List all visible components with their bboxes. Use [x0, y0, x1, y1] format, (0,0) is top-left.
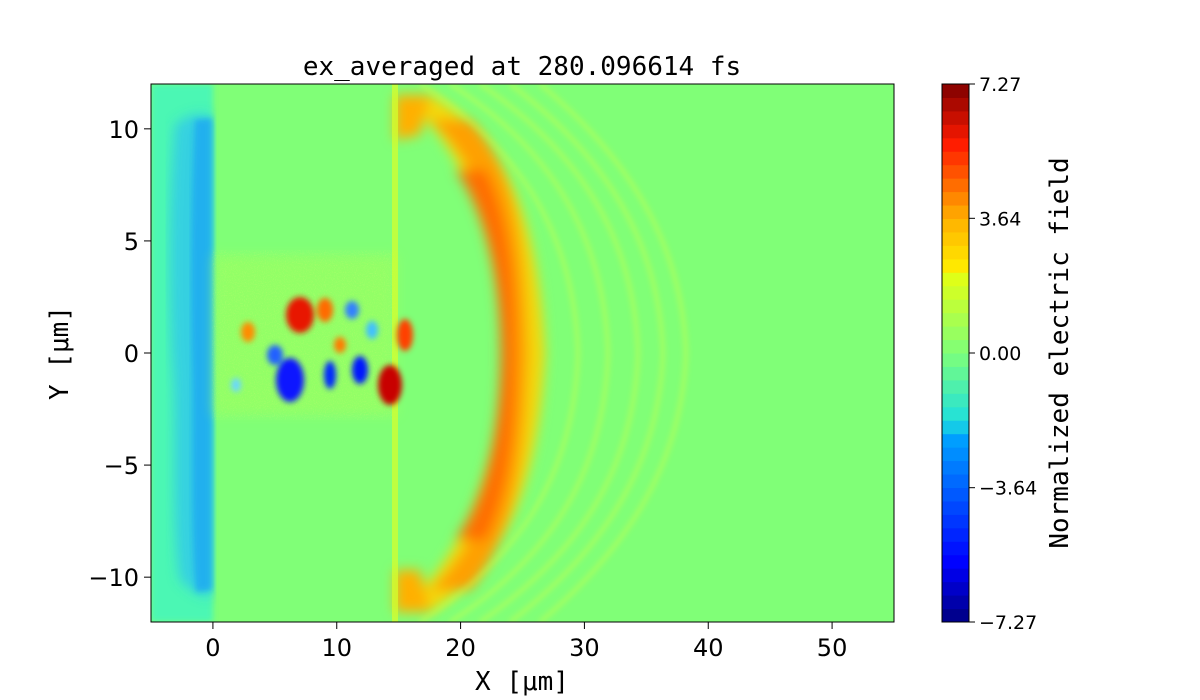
colorbar-step	[942, 272, 969, 287]
colorbar-step	[942, 433, 969, 448]
colorbar-step	[942, 84, 969, 98]
y-tick-label: −10	[88, 564, 139, 592]
colorbar-step	[942, 218, 969, 233]
colorbar-step	[942, 487, 969, 502]
colorbar-step	[942, 393, 969, 408]
colorbar-label: Normalized electric field	[1045, 157, 1075, 548]
colorbar-tick-label: 0.00	[979, 343, 1021, 365]
x-tick-label: 30	[569, 634, 600, 662]
colorbar-tick-label: −3.64	[979, 478, 1037, 500]
plot-area	[151, 84, 894, 622]
colorbar: 7.27 3.64 0.00 −3.64 −7.27 Normalized electr…	[941, 74, 1075, 634]
y-tick-label: 10	[108, 116, 139, 144]
x-axis-label: X [μm]	[475, 667, 569, 697]
x-tick-label: 0	[205, 634, 220, 662]
y-axis: 10 5 0 −5 −10	[88, 116, 151, 592]
x-tick-label: 10	[321, 634, 352, 662]
colorbar-step	[942, 581, 969, 596]
field-boundary-line	[392, 84, 398, 622]
chart-title: ex_averaged at 280.096614 fs	[303, 52, 741, 82]
colorbar-step	[942, 245, 969, 260]
colorbar-step	[942, 406, 969, 421]
colorbar-step	[942, 541, 969, 556]
colorbar-step	[942, 178, 969, 193]
colorbar-step	[942, 326, 969, 341]
colorbar-step	[942, 474, 969, 488]
x-axis: 0 10 20 30 40 50	[205, 622, 847, 662]
colorbar-step	[942, 124, 969, 139]
y-axis-label: Y [μm]	[45, 306, 75, 400]
field-right-region	[700, 84, 894, 622]
colorbar-step	[942, 285, 969, 300]
colorbar-step	[942, 514, 969, 529]
colorbar-step	[942, 460, 969, 475]
colorbar-step	[942, 500, 969, 515]
y-tick-label: −5	[104, 452, 139, 480]
field-outer-rings	[419, 84, 688, 622]
colorbar-step	[942, 137, 969, 152]
x-tick-label: 20	[445, 634, 476, 662]
field-wavefront	[395, 95, 545, 612]
colorbar-step	[942, 527, 969, 542]
colorbar-step	[942, 312, 969, 327]
field-negative-edge	[191, 118, 212, 592]
colorbar-step	[942, 231, 969, 246]
y-tick-label: 5	[124, 228, 139, 256]
colorbar-step	[942, 97, 969, 112]
colorbar-step	[942, 568, 969, 583]
colorbar-step	[942, 353, 969, 367]
colorbar-step	[942, 366, 969, 381]
colorbar-tick-label: 3.64	[979, 208, 1021, 230]
colorbar-step	[942, 339, 969, 354]
y-tick-label: 0	[124, 340, 139, 368]
colorbar-step	[942, 420, 969, 435]
colorbar-step	[942, 379, 969, 394]
colorbar-tick-label: 7.27	[979, 74, 1021, 96]
colorbar-step	[942, 299, 969, 314]
colorbar-step	[942, 151, 969, 166]
colorbar-tick-label: −7.27	[979, 612, 1037, 634]
colorbar-step	[942, 554, 969, 569]
x-tick-label: 50	[817, 634, 848, 662]
colorbar-step	[942, 608, 969, 623]
colorbar-step	[942, 258, 969, 273]
colorbar-step	[942, 205, 969, 219]
colorbar-step	[942, 595, 969, 610]
colorbar-step	[942, 447, 969, 462]
field-blobs	[231, 297, 413, 405]
colorbar-step	[942, 191, 969, 206]
x-tick-label: 40	[693, 634, 724, 662]
colorbar-step	[942, 110, 969, 125]
colorbar-step	[942, 164, 969, 179]
